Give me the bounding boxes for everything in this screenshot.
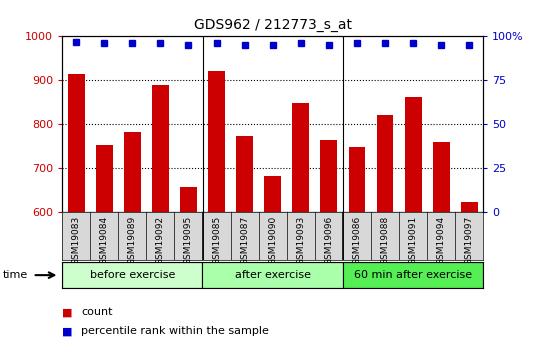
Bar (68, 73, 85, 212)
Bar (343, 262, 483, 288)
Bar (152, 86, 169, 212)
Bar (404, 97, 422, 212)
Text: GSM19085: GSM19085 (212, 216, 221, 265)
Text: GSM19086: GSM19086 (353, 216, 361, 265)
Text: GSM19089: GSM19089 (128, 216, 137, 265)
Text: GSM19096: GSM19096 (325, 216, 333, 265)
Bar (202, 262, 343, 288)
Bar (348, 147, 366, 212)
Bar (433, 142, 450, 212)
Text: GSM19088: GSM19088 (381, 216, 389, 265)
Bar (124, 132, 141, 212)
Bar (461, 203, 478, 212)
Text: percentile rank within the sample: percentile rank within the sample (81, 326, 269, 336)
Text: time: time (3, 270, 28, 280)
Title: GDS962 / 212773_s_at: GDS962 / 212773_s_at (194, 18, 352, 32)
Bar (208, 71, 225, 212)
Text: count: count (81, 307, 112, 317)
Bar (320, 140, 338, 212)
Text: ■: ■ (62, 326, 72, 336)
Bar (236, 136, 253, 212)
Text: 60 min after exercise: 60 min after exercise (354, 270, 472, 280)
Text: GSM19094: GSM19094 (437, 216, 445, 265)
Text: GSM19091: GSM19091 (409, 216, 417, 265)
Text: GSM19090: GSM19090 (268, 216, 277, 265)
Text: GSM19095: GSM19095 (184, 216, 193, 265)
Text: ■: ■ (62, 307, 72, 317)
Text: GSM19087: GSM19087 (240, 216, 249, 265)
Bar (62, 262, 202, 288)
Text: GSM19092: GSM19092 (156, 216, 165, 265)
Bar (264, 176, 281, 212)
Bar (376, 115, 394, 212)
Text: after exercise: after exercise (235, 270, 310, 280)
Text: before exercise: before exercise (90, 270, 175, 280)
Bar (96, 145, 113, 212)
Text: GSM19084: GSM19084 (100, 216, 109, 265)
Bar (292, 103, 309, 212)
Text: GSM19097: GSM19097 (465, 216, 474, 265)
Bar (180, 187, 197, 212)
Text: GSM19083: GSM19083 (72, 216, 80, 265)
Text: GSM19093: GSM19093 (296, 216, 305, 265)
